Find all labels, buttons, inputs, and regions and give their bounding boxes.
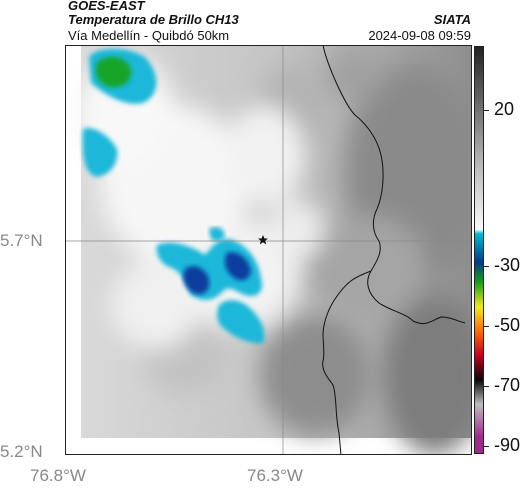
lat-tick-label: 5.7°N — [0, 231, 43, 250]
colorbar-label: -70 — [494, 375, 521, 395]
gridlines — [65, 45, 472, 455]
timestamp: 2024-09-08 09:59 — [368, 28, 471, 43]
product-title: Temperatura de Brillo CH13 — [68, 12, 239, 27]
colorbar — [474, 46, 484, 454]
colorbar-tick — [484, 266, 489, 267]
gray-terrain — [145, 50, 472, 455]
star-icon — [258, 235, 268, 245]
colorbar-label: -90 — [494, 435, 521, 455]
colorbar-tick — [484, 386, 489, 387]
cloud-blue-1 — [183, 266, 210, 295]
satellite-label: GOES-EAST — [68, 0, 145, 13]
lon-tick-label: 76.3°W — [247, 466, 303, 485]
colorbar-label: -50 — [494, 315, 521, 335]
cloud-cyan-tip — [209, 227, 225, 242]
cloud-cyan-left — [82, 128, 118, 177]
cloud-cyan-lower — [217, 300, 265, 344]
cloud-blue-2 — [225, 252, 251, 281]
lat-tick-label: 5.2°N — [0, 442, 43, 461]
department-border — [322, 45, 466, 455]
colorbar-tick — [484, 326, 489, 327]
colorbar-tick — [484, 446, 489, 447]
lon-tick-label: 76.8°W — [30, 466, 86, 485]
cold-cloud-tops — [82, 48, 265, 344]
colorbar-label: 20 — [494, 99, 515, 119]
satellite-map — [65, 45, 472, 455]
cloud-green-topleft — [95, 56, 132, 88]
map-frame — [65, 45, 472, 455]
organization-label: SIATA — [433, 12, 471, 27]
colorbar-tick — [484, 110, 489, 111]
colorbar-label: -30 — [494, 255, 521, 275]
route-subtitle: Vía Medellín - Quibdó 50km — [68, 28, 230, 43]
